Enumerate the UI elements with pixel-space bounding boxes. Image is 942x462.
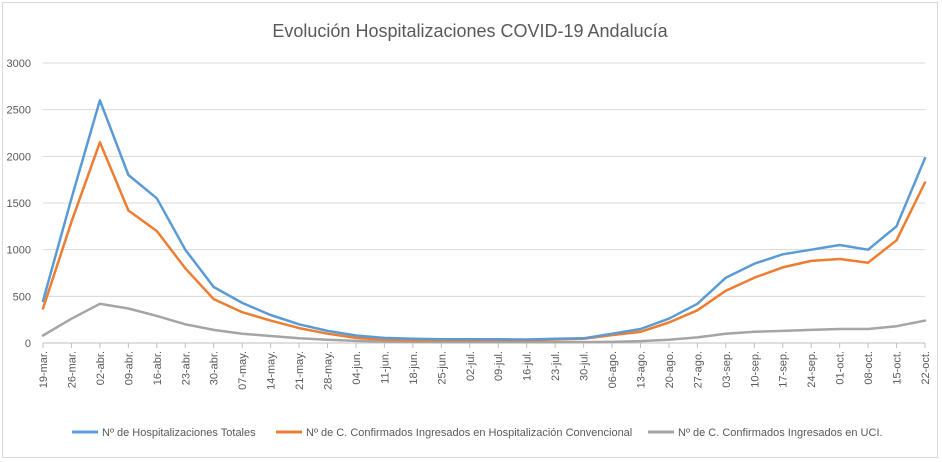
x-tick-label: 19-mar.	[38, 351, 50, 388]
x-tick-label: 18-jun.	[408, 351, 420, 385]
series-line-1	[41, 99, 927, 341]
legend-label: Nº de Hospitalizaciones Totales	[102, 427, 256, 439]
x-tick-label: 23-abr.	[180, 351, 192, 385]
x-tick-label: 22-oct.	[920, 351, 932, 385]
x-tick-label: 13-ago.	[635, 351, 647, 388]
chart-title: Evolución Hospitalizaciones COVID-19 And…	[272, 21, 668, 41]
y-tick-label: 500	[13, 291, 31, 303]
x-tick-label: 25-jun.	[436, 351, 448, 385]
x-tick-label: 01-oct.	[835, 351, 847, 385]
x-tick-label: 28-may.	[323, 351, 335, 390]
legend-label: Nº de C. Confirmados Ingresados en UCI.	[678, 427, 883, 439]
x-tick-label: 09-jul.	[493, 351, 505, 381]
x-tick-label: 03-sep.	[721, 351, 733, 388]
y-tick-label: 2000	[7, 151, 31, 163]
x-tick-label: 16-jul.	[522, 351, 534, 381]
x-tick-label: 16-abr.	[152, 351, 164, 385]
x-tick-label: 02-abr.	[95, 351, 107, 385]
y-tick-label: 3000	[7, 58, 31, 70]
x-axis: 19-mar. 26-mar. 02-abr. 09-abr. 16-abr. 23-ab…	[38, 342, 932, 390]
x-tick-label: 30-abr.	[209, 351, 221, 385]
x-tick-label: 15-oct.	[892, 351, 904, 385]
series-line-3	[41, 302, 927, 344]
x-tick-label: 07-may.	[237, 351, 249, 390]
x-tick-label: 23-jul.	[550, 351, 562, 381]
x-tick-label: 24-sep.	[806, 351, 818, 388]
x-tick-label: 17-sep.	[778, 351, 790, 388]
y-tick-label: 1500	[7, 198, 31, 210]
x-tick-label: 21-may.	[294, 351, 306, 390]
x-tick-label: 30-jul.	[579, 351, 591, 381]
x-tick-label: 06-ago.	[607, 351, 619, 388]
x-tick-label: 08-oct.	[863, 351, 875, 385]
y-tick-label: 2500	[7, 105, 31, 117]
x-tick-label: 26-mar.	[66, 351, 78, 388]
legend: Nº de Hospitalizaciones Totales Nº de C. …	[72, 427, 883, 439]
grid-lines	[43, 62, 925, 344]
x-tick-label: 09-abr.	[123, 351, 135, 385]
x-tick-label: 02-jul.	[465, 351, 477, 381]
y-tick-label: 0	[25, 338, 31, 350]
x-tick-label: 10-sep.	[749, 351, 761, 388]
x-tick-label: 20-ago.	[664, 351, 676, 388]
x-tick-label: 11-jun.	[379, 351, 391, 384]
y-axis-ticks: 0 500 1000 1500 2000 2500 3000	[7, 58, 31, 350]
series-lines	[41, 99, 927, 344]
y-tick-label: 1000	[7, 245, 31, 257]
x-tick-label: 14-may.	[266, 351, 278, 390]
legend-label: Nº de C. Confirmados Ingresados en Hospi…	[306, 427, 632, 439]
x-tick-label: 27-ago.	[692, 351, 704, 388]
x-tick-label: 04-jun.	[351, 351, 363, 385]
series-line-2	[41, 141, 927, 342]
